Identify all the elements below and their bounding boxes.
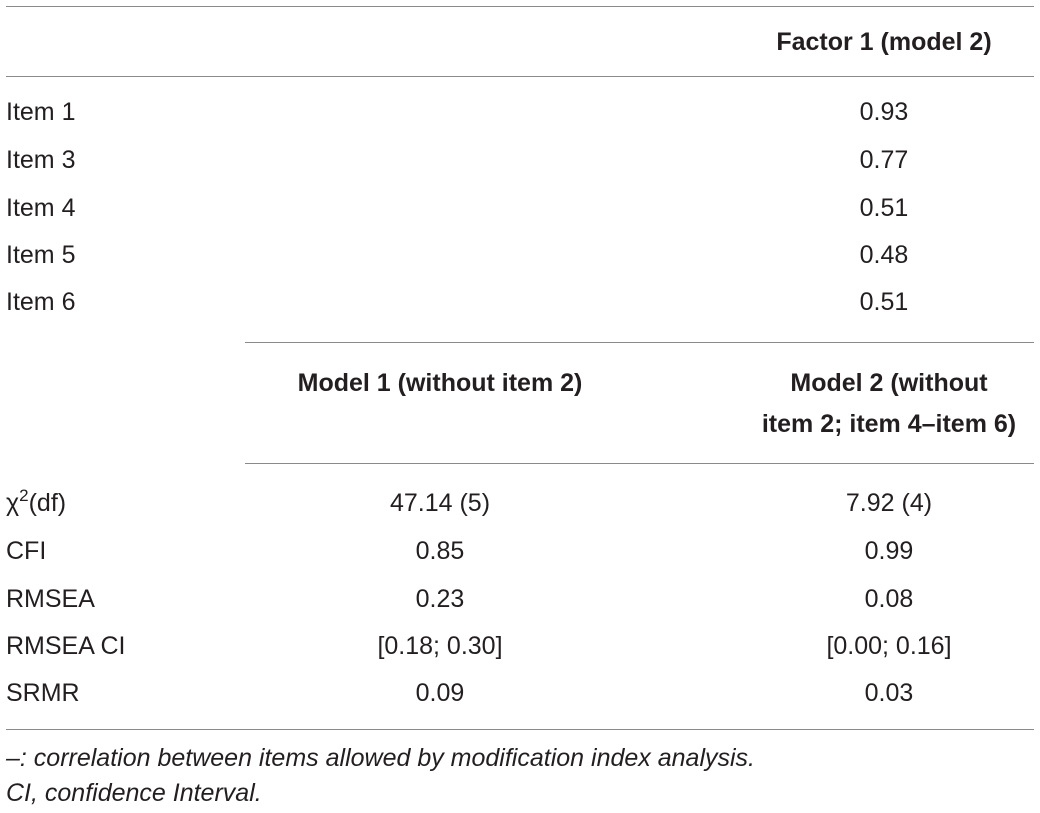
- factor-row-label: Item 4: [6, 194, 76, 222]
- model2-value: 0.08: [864, 585, 914, 613]
- model1-column-header: Model 1 (without item 2): [297, 369, 583, 397]
- model-header-bottom-rule: [245, 463, 1034, 464]
- model1-value: 0.23: [415, 585, 465, 613]
- factor-header-rule: [6, 76, 1034, 77]
- factor-row-label: Item 5: [6, 241, 76, 269]
- fit-row-label: RMSEA: [6, 585, 95, 613]
- factor-row-value: 0.51: [859, 288, 909, 316]
- model2-value: [0.00; 0.16]: [826, 632, 952, 660]
- model2-column-header-line1: Model 2 (without: [790, 369, 988, 397]
- factor-row-label: Item 6: [6, 288, 76, 316]
- model1-value: 0.85: [415, 537, 465, 565]
- chi-superscript: 2: [19, 486, 29, 505]
- model-header-top-rule: [245, 342, 1034, 343]
- footnote-ci: CI, confidence Interval.: [6, 779, 262, 807]
- factor-row-value: 0.93: [859, 98, 909, 126]
- model2-column-header-line2: item 2; item 4–item 6): [761, 410, 1017, 438]
- model2-value: 0.03: [864, 679, 914, 707]
- table-top-rule: [6, 6, 1034, 7]
- factor-row-value: 0.77: [859, 146, 909, 174]
- fit-row-label: RMSEA CI: [6, 632, 126, 660]
- model1-value: 47.14 (5): [389, 489, 491, 517]
- chi-df: (df): [28, 489, 67, 517]
- chi-symbol: χ: [6, 489, 20, 517]
- fit-row-label: CFI: [6, 537, 47, 565]
- chi-square-label: χ2(df): [6, 486, 67, 521]
- factor-column-header: Factor 1 (model 2): [776, 28, 992, 56]
- model1-value: [0.18; 0.30]: [377, 632, 503, 660]
- model2-value: 7.92 (4): [845, 489, 933, 517]
- model1-value: 0.09: [415, 679, 465, 707]
- factor-row-value: 0.51: [859, 194, 909, 222]
- footnote-correlation: –: correlation between items allowed by …: [6, 744, 755, 772]
- factor-row-label: Item 3: [6, 146, 76, 174]
- table-bottom-rule: [6, 729, 1034, 730]
- fit-row-label: SRMR: [6, 679, 80, 707]
- model2-value: 0.99: [864, 537, 914, 565]
- factor-row-label: Item 1: [6, 98, 76, 126]
- factor-row-value: 0.48: [859, 241, 909, 269]
